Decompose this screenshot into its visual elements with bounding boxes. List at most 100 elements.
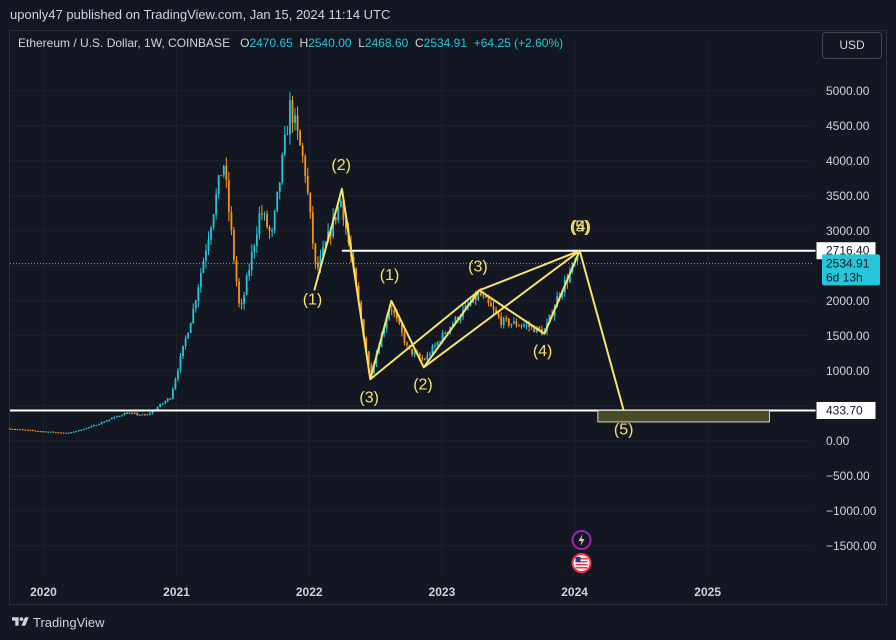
y-axis: 5000.004500.004000.003500.003000.002500.… [826, 84, 877, 553]
wave-label: (5) [614, 422, 634, 439]
candle-body [520, 325, 523, 327]
candle-body [441, 332, 444, 342]
open-label: O [240, 36, 250, 50]
last-price-value: 2534.91 [826, 256, 870, 270]
wave-label: (3) [468, 258, 488, 275]
x-tick-label: 2025 [694, 585, 721, 599]
candle-body [197, 287, 200, 301]
candle-body [317, 262, 319, 268]
x-axis: 2020 2021 2022 2023 2024 2025 [30, 585, 721, 599]
candle-body [266, 214, 268, 228]
candle-body [436, 341, 439, 346]
candle-body [418, 353, 421, 358]
candle-body [194, 300, 197, 309]
candle-body [281, 154, 284, 183]
candle-body [533, 326, 536, 333]
candle-body [113, 416, 116, 419]
candle-body [502, 318, 505, 325]
candle-body [311, 212, 314, 244]
high-label: H [299, 36, 309, 50]
candle-body [515, 321, 518, 326]
candle-body [123, 412, 126, 416]
candle-body [192, 308, 195, 324]
y-tick-label: 5000.00 [826, 84, 870, 98]
candle-body [52, 431, 55, 433]
y-tick-label: −500.00 [826, 469, 870, 483]
candle-body [90, 426, 93, 428]
candle-body [548, 314, 551, 323]
candle-body [205, 250, 207, 261]
candle-body [479, 292, 482, 296]
y-tick-label: 4500.00 [826, 119, 870, 133]
candle-body [365, 337, 368, 352]
candle-body [500, 316, 503, 325]
candle-body [39, 431, 42, 433]
last-price-tag-bg [822, 254, 880, 286]
x-tick-label: 2020 [30, 585, 57, 599]
y-tick-label: 4000.00 [826, 154, 870, 168]
candle-body [484, 295, 487, 298]
candle-body [126, 412, 128, 414]
candle-body [47, 431, 50, 433]
candle-body [82, 429, 85, 431]
wave-line [478, 249, 581, 292]
candle-body [108, 419, 111, 421]
candle-body [72, 431, 75, 433]
wave-label: (3) [359, 389, 379, 406]
candle-body [393, 310, 396, 313]
candle-body [568, 271, 571, 283]
candle-body [459, 317, 462, 321]
candles [9, 91, 579, 434]
candle-body [49, 431, 52, 433]
wave-label: (5) [570, 219, 590, 236]
candle-body [161, 403, 164, 405]
candle-body [538, 326, 541, 330]
candle-body [174, 379, 177, 389]
lightning-icon-bolt [578, 534, 585, 546]
candle-body [248, 269, 251, 276]
tradingview-brand[interactable]: TradingView [33, 615, 105, 630]
publish-info: uponly47 published on TradingView.com, J… [10, 7, 391, 22]
candle-body [286, 134, 289, 136]
candle-body [75, 431, 78, 433]
currency-button[interactable]: USD [822, 32, 882, 59]
candle-body [388, 309, 391, 320]
tradingview-logo-icon[interactable] [12, 615, 29, 629]
candle-body [16, 429, 19, 431]
candle-body [179, 356, 182, 371]
candle-body [492, 306, 495, 310]
y-tick-label: 1500.00 [826, 329, 870, 343]
candle-body [367, 351, 370, 365]
candle-body [413, 352, 416, 355]
y-tick-label: −1500.00 [826, 539, 877, 553]
candle-body [263, 214, 266, 216]
candle-body [385, 319, 388, 329]
grid [10, 38, 812, 578]
candle-body [332, 217, 335, 237]
candle-body [227, 180, 230, 213]
candle-body [401, 323, 403, 333]
candle-body [370, 364, 373, 373]
candle-body [164, 401, 167, 404]
candle-body [294, 115, 296, 123]
symbol-name: Ethereum / U.S. Dollar, 1W, COINBASE [18, 36, 231, 50]
y-tick-label: 0.00 [826, 434, 850, 448]
candle-body [225, 165, 228, 181]
candle-body [464, 305, 467, 310]
candle-body [474, 295, 477, 300]
elliott-wave-labels: (1)(2)(3)(1)(2)(3)(4)(5)(4)(5) [303, 157, 634, 439]
candle-body [477, 292, 480, 300]
candle-body [525, 324, 528, 326]
candle-body [261, 213, 263, 215]
candle-body [87, 427, 90, 429]
candle-body [296, 115, 299, 131]
candle-body [510, 323, 513, 326]
candle-body [100, 422, 103, 425]
wave-label: (2) [413, 377, 433, 394]
wave-label: (2) [331, 157, 351, 174]
candle-body [230, 212, 233, 231]
candle-body [507, 318, 510, 326]
candle-body [11, 429, 14, 431]
bar-countdown: 6d 13h [826, 270, 863, 284]
